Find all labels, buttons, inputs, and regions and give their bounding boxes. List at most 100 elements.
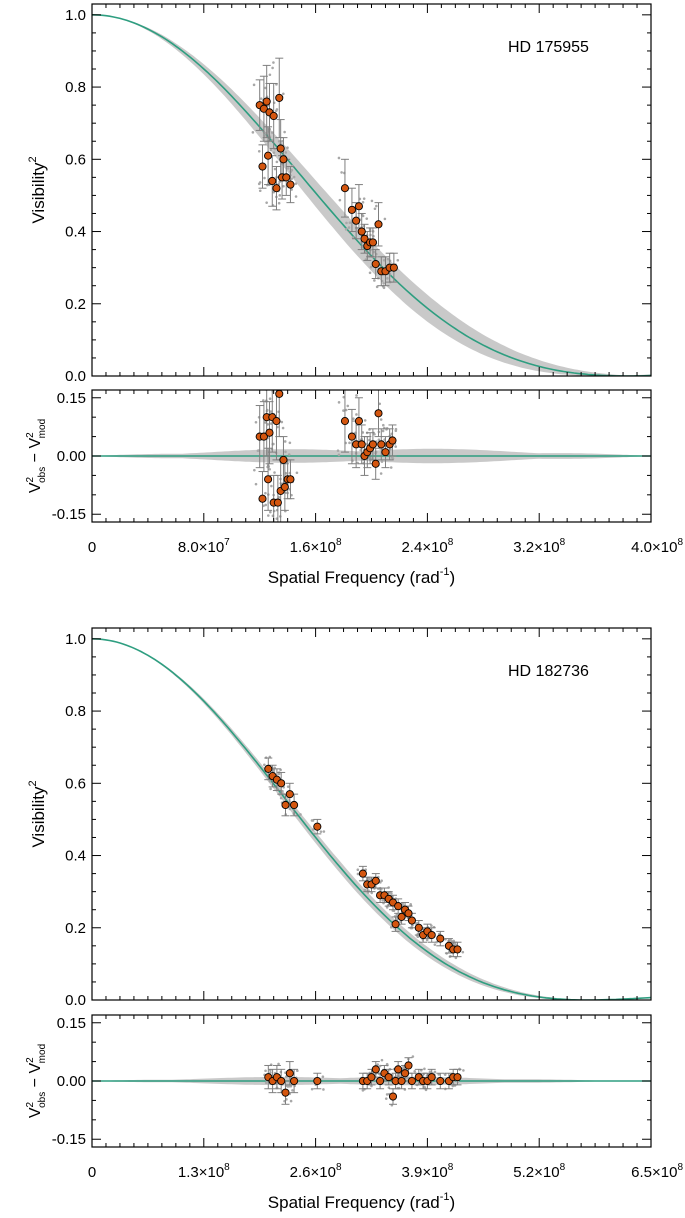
raw-sample-dot (379, 472, 383, 475)
raw-sample-dot (296, 1069, 299, 1073)
raw-sample-dot (394, 429, 398, 433)
raw-sample-dot (365, 217, 369, 220)
raw-sample-dot (272, 768, 276, 772)
raw-sample-dot (340, 171, 343, 174)
x-tick-label: 4.0×108 (631, 537, 683, 556)
raw-sample-dot (264, 86, 267, 90)
residual-point (280, 483, 289, 492)
y-tick-label: 0.6 (65, 151, 86, 168)
raw-sample-dot (380, 887, 383, 891)
raw-sample-dot (462, 1069, 465, 1072)
raw-sample-dot (252, 83, 256, 87)
raw-sample-dot (271, 387, 274, 390)
residual-point (357, 440, 366, 449)
raw-sample-dot (264, 1081, 268, 1085)
raw-sample-dot (256, 449, 260, 453)
raw-sample-dot (385, 1062, 389, 1066)
raw-sample-dot (373, 432, 376, 436)
residual-panel-hd182736 (92, 1055, 651, 1107)
raw-sample-dot (355, 413, 358, 416)
data-point (391, 920, 400, 929)
raw-sample-dot (289, 1099, 293, 1103)
raw-sample-dot (268, 467, 271, 471)
raw-sample-dot (264, 1069, 267, 1073)
residual-point (264, 475, 273, 484)
raw-sample-dot (396, 258, 400, 262)
raw-sample-dot (356, 868, 360, 872)
y-tick-label: 0.2 (65, 920, 86, 937)
x-tick-label: 3.2×108 (513, 537, 565, 556)
raw-sample-dot (461, 950, 465, 954)
data-point (290, 800, 299, 810)
data-point (264, 151, 273, 160)
raw-sample-dot (362, 197, 366, 200)
y-tick-label: 0.0 (65, 992, 86, 1009)
raw-sample-dot (384, 1097, 388, 1100)
raw-sample-dot (361, 1089, 365, 1092)
raw-sample-dot (270, 131, 274, 134)
raw-sample-dot (268, 397, 272, 401)
x-tick-label: 1.3×108 (178, 1162, 230, 1181)
data-point (397, 912, 406, 921)
raw-sample-dot (259, 97, 263, 100)
raw-sample-dot (435, 940, 438, 944)
residual-point (388, 436, 397, 445)
data-point (313, 822, 322, 831)
residual-point (265, 428, 274, 437)
raw-sample-dot (286, 146, 289, 150)
y-tick-label: 0.8 (65, 79, 86, 96)
y-tick-label: 0.2 (65, 296, 86, 313)
x-tick-label: 2.6×108 (290, 1162, 342, 1181)
residual-point (427, 1073, 436, 1082)
residual-point (275, 390, 284, 398)
raw-sample-dot (338, 198, 342, 202)
data-point (357, 227, 366, 236)
x-tick-label: 0 (88, 1164, 96, 1181)
data-point (436, 934, 445, 943)
raw-sample-dot (273, 167, 277, 171)
model-uncertainty-band (92, 14, 651, 376)
residual-point (368, 440, 377, 449)
raw-sample-dot (373, 279, 376, 282)
raw-sample-dot (288, 807, 292, 811)
raw-sample-dot (283, 130, 286, 134)
residual-point (374, 409, 383, 418)
raw-sample-dot (352, 417, 355, 420)
residual-point (354, 417, 363, 426)
residual-point (388, 1092, 398, 1101)
raw-sample-dot (361, 200, 365, 204)
raw-sample-dot (385, 1093, 389, 1096)
data-point (371, 259, 380, 269)
raw-sample-dot (267, 514, 270, 517)
raw-sample-dot (264, 491, 267, 495)
raw-sample-dot (280, 420, 284, 424)
raw-sample-dot (282, 184, 285, 188)
raw-sample-dot (289, 1084, 293, 1088)
raw-sample-dot (342, 395, 346, 399)
residual-point (272, 417, 281, 426)
residual-y-axis-label: V2obs − V2mod (25, 1044, 48, 1118)
residual-point (347, 432, 356, 441)
data-point (259, 104, 268, 113)
data-point (277, 779, 286, 788)
data-point (286, 180, 295, 189)
data-point (427, 930, 436, 940)
residual-point (404, 1061, 413, 1070)
raw-sample-dot (253, 468, 256, 472)
raw-sample-dot (370, 891, 374, 895)
data-point (264, 764, 273, 773)
raw-sample-dot (292, 175, 296, 179)
data-point (360, 234, 369, 243)
residual-panel-hd175955 (92, 384, 651, 522)
raw-sample-dot (290, 177, 293, 180)
raw-sample-dot (379, 418, 383, 421)
visibility-y-axis-label: Visibility2 (27, 156, 48, 223)
raw-sample-dot (386, 277, 389, 280)
data-point (258, 162, 267, 171)
visibility-axes-frame (91, 627, 652, 1001)
residual-point (381, 448, 390, 457)
raw-sample-dot (277, 384, 280, 387)
raw-sample-dot (345, 221, 348, 225)
raw-sample-dot (433, 943, 437, 946)
raw-sample-dot (395, 918, 399, 921)
